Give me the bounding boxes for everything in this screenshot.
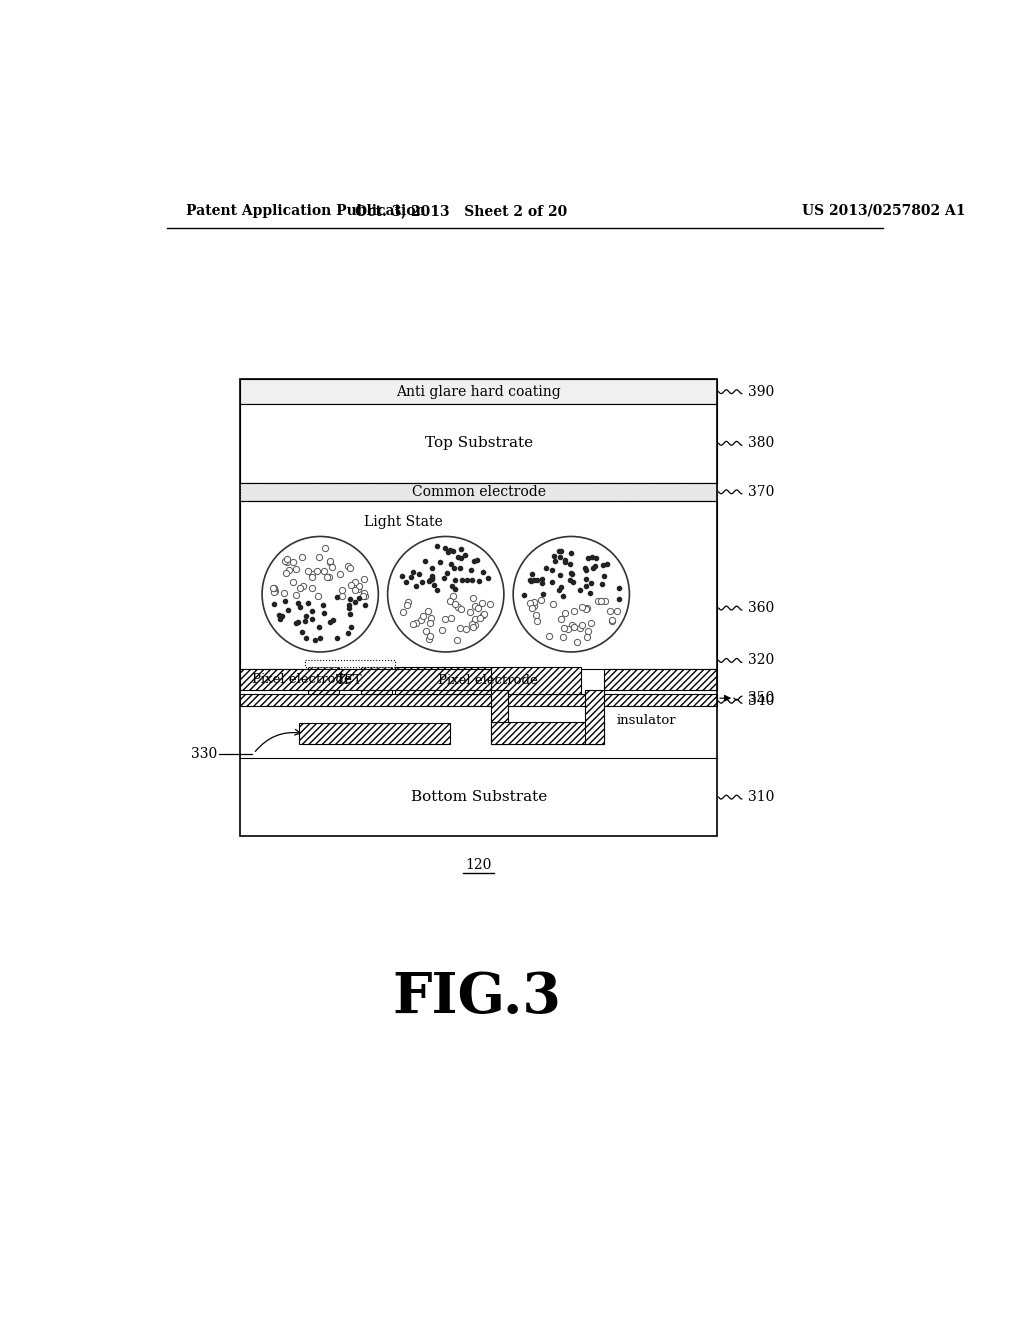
Text: 320: 320 (748, 653, 774, 668)
Text: TFT: TFT (336, 673, 362, 686)
Text: 310: 310 (748, 791, 774, 804)
Text: Pixel electrode: Pixel electrode (252, 673, 352, 686)
Text: Oct. 3, 2013   Sheet 2 of 20: Oct. 3, 2013 Sheet 2 of 20 (355, 203, 567, 218)
Text: 120: 120 (466, 858, 492, 873)
Text: Bottom Substrate: Bottom Substrate (411, 791, 547, 804)
Text: Common electrode: Common electrode (412, 484, 546, 499)
Bar (490, 690, 508, 743)
Bar (241, 404, 717, 483)
Text: 360: 360 (748, 601, 774, 615)
Bar (299, 723, 450, 744)
Bar (395, 667, 582, 693)
Text: FIG.3: FIG.3 (392, 970, 561, 1026)
Text: 370: 370 (748, 484, 774, 499)
Bar (241, 669, 490, 690)
Text: US 2013/0257802 A1: US 2013/0257802 A1 (802, 203, 966, 218)
Text: Light State: Light State (364, 515, 442, 529)
Bar (241, 483, 717, 502)
Text: 340: 340 (748, 694, 774, 709)
Circle shape (262, 536, 378, 652)
Bar (586, 690, 604, 743)
Bar (241, 379, 717, 404)
Circle shape (513, 536, 630, 652)
Text: 330: 330 (190, 747, 217, 760)
Bar (241, 379, 717, 836)
Text: Top Substrate: Top Substrate (425, 437, 532, 450)
Bar (241, 693, 717, 706)
Circle shape (388, 536, 504, 652)
Text: Anti glare hard coating: Anti glare hard coating (396, 384, 561, 399)
Text: Patent Application Publication: Patent Application Publication (186, 203, 426, 218)
Text: insulator: insulator (616, 714, 676, 726)
Text: 350: 350 (748, 692, 774, 705)
Bar (604, 669, 717, 690)
Text: 390: 390 (748, 384, 774, 399)
Bar (490, 722, 604, 743)
Bar (360, 667, 391, 693)
Text: Pixel electrode: Pixel electrode (438, 673, 539, 686)
Bar (241, 502, 717, 669)
Text: 380: 380 (748, 437, 774, 450)
Bar (305, 660, 394, 667)
Bar (308, 667, 339, 693)
